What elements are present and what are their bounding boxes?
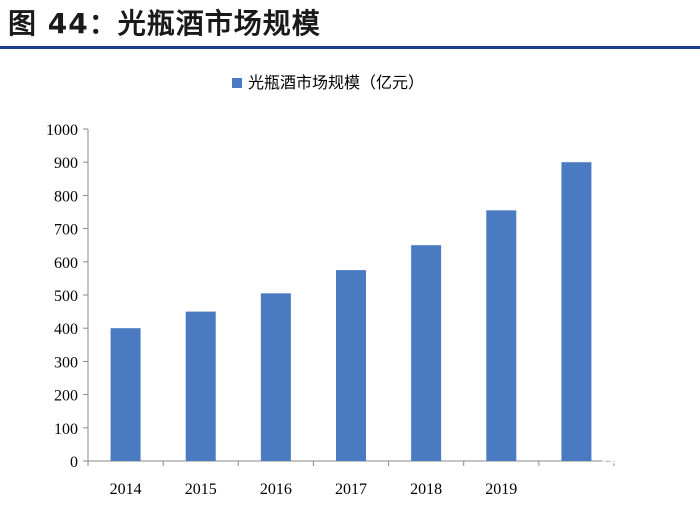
bar-2017 [336, 270, 366, 461]
y-tick-label: 400 [54, 321, 78, 338]
bar-2018 [411, 245, 442, 461]
y-tick-label: 700 [54, 222, 78, 239]
y-tick-label: 300 [54, 354, 78, 371]
y-tick-label: 800 [54, 188, 78, 205]
watermark-icon [598, 459, 618, 479]
y-tick-label: 200 [54, 388, 78, 405]
bar-2014 [110, 328, 141, 461]
figure-title: 图 44：光瓶酒市场规模 [8, 7, 321, 40]
y-tick-label: 1000 [46, 122, 78, 139]
x-tick-label-2016: 2016 [260, 481, 292, 498]
title-rule [0, 46, 700, 49]
x-tick-label-2015: 2015 [185, 481, 217, 498]
chart: 光瓶酒市场规模（亿元） 0 100 200 300 400 500 600 700 800 900… [0, 49, 700, 516]
legend-label: 光瓶酒市场规模（亿元） [248, 73, 424, 92]
bar-2020E [561, 162, 592, 461]
x-ticks: 2014 2015 2016 2017 2018 2019 [87, 461, 615, 498]
legend-swatch [232, 78, 242, 88]
y-tick-label: 0 [70, 454, 78, 471]
x-tick-label-2018: 2018 [410, 481, 442, 498]
chart-svg: 光瓶酒市场规模（亿元） 0 100 200 300 400 500 600 700 800 900… [46, 73, 675, 498]
bar-2016 [260, 293, 291, 461]
bars [110, 162, 592, 461]
y-tick-label: 100 [54, 421, 78, 438]
y-ticks: 0 100 200 300 400 500 600 700 800 900 1000 [46, 122, 88, 471]
bar-2019 [486, 210, 517, 461]
bar-2015 [185, 311, 216, 461]
watermark-text: 头条 @未来智库 [558, 479, 675, 498]
x-tick-label-2017: 2017 [335, 481, 367, 498]
y-tick-label: 900 [54, 155, 78, 172]
watermark: 头条 @未来智库 [558, 459, 675, 498]
y-tick-label: 500 [54, 288, 78, 305]
y-tick-label: 600 [54, 255, 78, 272]
x-tick-label-2019: 2019 [485, 481, 517, 498]
x-tick-label-2014: 2014 [110, 481, 142, 498]
